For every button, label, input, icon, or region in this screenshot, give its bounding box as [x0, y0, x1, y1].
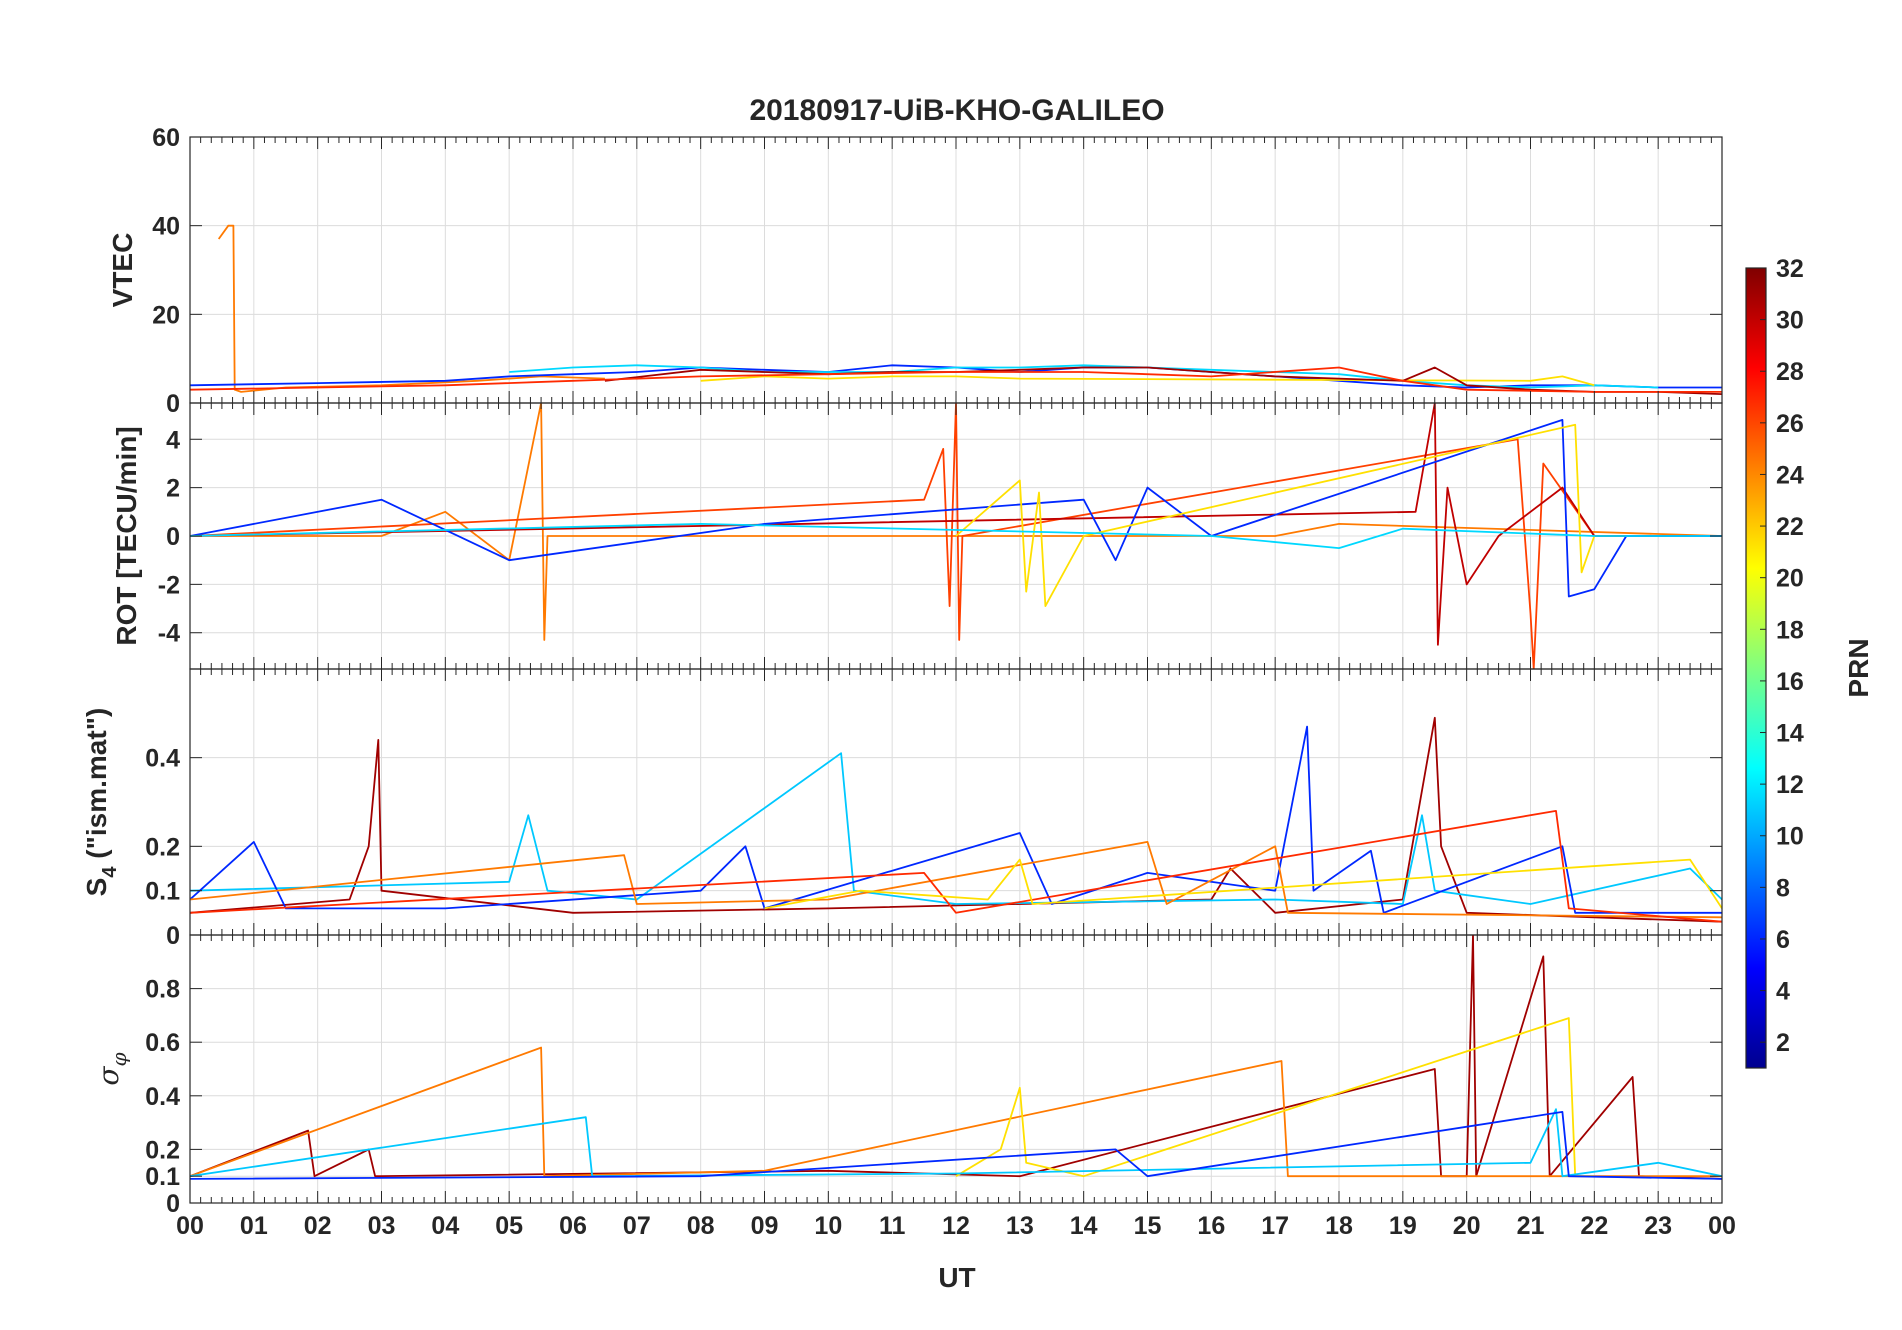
x-tick-label: 08: [687, 1212, 715, 1240]
chart-title: 20180917-UiB-KHO-GALILEO: [749, 94, 1164, 127]
s4-y-tick-label: 0.1: [145, 878, 180, 906]
sigma_phi-y-tick-label: 0.2: [145, 1136, 180, 1164]
sigma_phi-y-tick-label: 0: [166, 1190, 180, 1218]
vtec-axis-label: VTEC: [107, 233, 138, 308]
panel-vtec: 0 20 40 60 VTEC: [107, 124, 1723, 418]
x-tick-label: 21: [1517, 1212, 1545, 1240]
x-tick-label: 11: [879, 1212, 906, 1240]
colorbar-tick-label: 18: [1776, 616, 1804, 644]
colorbar-tick-label: 28: [1776, 358, 1804, 386]
x-tick-label: 06: [559, 1212, 587, 1240]
rot-y-tick-label: 2: [166, 475, 180, 503]
x-tick-label: 14: [1070, 1212, 1098, 1240]
rot-series-prn-26: [190, 403, 1722, 669]
x-tick-label: 01: [240, 1212, 268, 1240]
colorbar-tick-label: 22: [1776, 513, 1804, 541]
rot-series-prn-12: [190, 523, 1722, 549]
colorbar-tick-label: 2: [1776, 1029, 1790, 1057]
colorbar-label: PRN: [1843, 638, 1874, 697]
s4-y-tick-label: 0.4: [145, 745, 180, 773]
colorbar-gradient: [1746, 268, 1766, 1068]
s4-y-tick-label: 0: [166, 922, 180, 950]
x-tick-label: 15: [1134, 1212, 1162, 1240]
vtec-series-prn-27: [190, 366, 1722, 393]
s4-series-prn-23: [190, 841, 1722, 919]
rot-series-group: [190, 403, 1722, 669]
sigma_phi-series-prn-4: [190, 1111, 1722, 1180]
x-tick-label: 10: [814, 1212, 842, 1240]
panel-s4: 0 0.1 0.2 0.4 S4 ("ism.mat"): [81, 668, 1723, 950]
x-tick-label: 05: [495, 1212, 523, 1240]
rot-series-prn-20: [955, 423, 1596, 607]
x-tick-label: 00: [1708, 1212, 1736, 1240]
rot-series-prn-4: [190, 419, 1722, 598]
s4-series-group: [190, 716, 1722, 923]
x-tick-label: 13: [1006, 1212, 1034, 1240]
x-tick-label: 22: [1580, 1212, 1608, 1240]
s4-series-prn-12: [190, 752, 1722, 905]
sigma_phi-y-tick-label: 0.8: [145, 976, 180, 1004]
x-axis-label: UT: [938, 1262, 975, 1293]
colorbar-frame: [1745, 267, 1767, 1069]
rot-y-tick-label: -2: [158, 571, 180, 599]
colorbar-tick-label: 20: [1776, 565, 1804, 593]
x-tick-label: 20: [1453, 1212, 1481, 1240]
colorbar-tick-label: 6: [1776, 926, 1790, 954]
x-tick-label: 17: [1261, 1212, 1289, 1240]
sigma_phi-y-tick-label: 0.6: [145, 1029, 180, 1057]
vtec-series-prn-23: [217, 224, 605, 393]
x-tick-label: 23: [1644, 1212, 1672, 1240]
x-tick-label: 18: [1325, 1212, 1353, 1240]
x-tick-label: 02: [304, 1212, 332, 1240]
x-tick-label: 07: [623, 1212, 651, 1240]
colorbar-tick-label: 24: [1776, 461, 1804, 489]
s4-y-tick-label: 0.2: [145, 833, 180, 861]
x-tick-label: 04: [431, 1212, 459, 1240]
rot-y-tick-label: -4: [158, 620, 180, 648]
x-tick-label: 19: [1389, 1212, 1417, 1240]
s4-series-prn-27: [190, 810, 1722, 923]
vtec-series-prn-20: [700, 375, 1595, 387]
sigma_phi-y-tick-label: 0.1: [145, 1163, 180, 1191]
x-tick-label: 16: [1197, 1212, 1225, 1240]
s4-axis-label: S4 ("ism.mat"): [81, 708, 121, 897]
colorbar-tick-label: 16: [1776, 668, 1804, 696]
vtec-y-tick-label: 20: [152, 301, 180, 329]
vtec-series-prn-31: [604, 366, 1722, 395]
colorbar-tick-label: 30: [1776, 307, 1804, 335]
colorbar-tick-label: 4: [1776, 978, 1790, 1006]
s4-series-prn-20: [764, 858, 1722, 910]
sigma_phi-y-tick-label: 0.4: [145, 1083, 180, 1111]
x-tick-label: 03: [368, 1212, 396, 1240]
vtec-y-tick-label: 0: [166, 390, 180, 418]
panel-sigma_phi: 00.10.2 0.4 0.6 0.8 σφ: [92, 934, 1723, 1218]
sigma_phi-series-prn-12: [190, 1108, 1722, 1178]
x-tick-label: 12: [942, 1212, 970, 1240]
x-tick-label: 00: [176, 1212, 204, 1240]
sigma_phi-series-prn-20: [955, 1017, 1595, 1178]
x-tick-label: 09: [751, 1212, 779, 1240]
sigma_phi-series-prn-23: [190, 1046, 1722, 1178]
vtec-y-tick-label: 60: [152, 124, 180, 152]
colorbar-tick-label: 32: [1776, 255, 1804, 283]
colorbar-tick-label: 12: [1776, 771, 1804, 799]
colorbar-tick-label: 8: [1776, 874, 1790, 902]
vtec-series-group: [190, 224, 1722, 395]
panel-rot: -4 -2 0 2 4 ROT [TECU/min]: [111, 402, 1723, 670]
rot-y-tick-label: 4: [166, 426, 180, 454]
sigma-phi-axis-label: σφ: [92, 1052, 131, 1085]
colorbar-tick-label: 10: [1776, 823, 1804, 851]
vtec-y-tick-label: 40: [152, 213, 180, 241]
colorbar-tick-label: 14: [1776, 720, 1804, 748]
colorbar-tick-label: 26: [1776, 410, 1804, 438]
rot-y-tick-label: 0: [166, 523, 180, 551]
rot-axis-label: ROT [TECU/min]: [111, 426, 142, 645]
rot-series-prn-23: [190, 403, 1722, 641]
sigma_phi-series-group: [190, 935, 1722, 1180]
